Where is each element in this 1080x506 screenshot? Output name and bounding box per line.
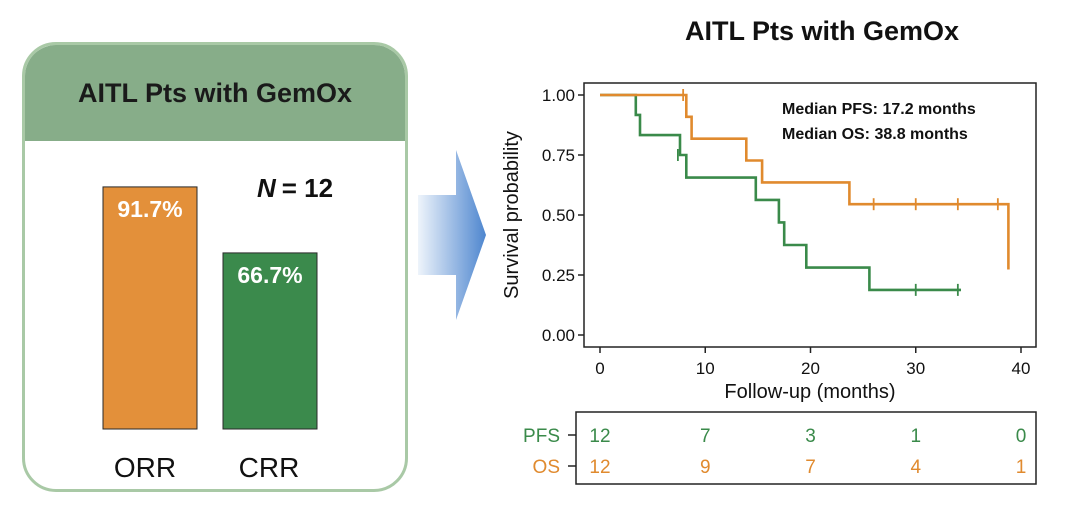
x-tick-label: 0 — [595, 359, 604, 378]
risk-count: 1 — [910, 426, 921, 447]
survival-curves — [600, 89, 1010, 296]
y-axis: 0.00 0.25 0.50 0.75 1.00 — [542, 86, 584, 345]
risk-table-frame — [575, 411, 1037, 485]
category-label-crr: CRR — [239, 452, 300, 483]
risk-row-label-pfs: PFS — [523, 426, 560, 447]
risk-count: 7 — [805, 457, 816, 478]
y-tick-label: 0.75 — [542, 146, 575, 165]
curve-pfs — [600, 93, 961, 292]
x-tick-label: 40 — [1012, 359, 1031, 378]
median-pfs-label: Median PFS: 17.2 months — [782, 101, 976, 118]
risk-table: PFS 12 7 3 1 0 OS 12 9 7 4 1 — [523, 426, 1026, 478]
risk-row-label-os: OS — [533, 457, 560, 478]
x-axis-label: Follow-up (months) — [724, 381, 895, 403]
y-tick-label: 0.50 — [542, 206, 575, 225]
category-label-orr: ORR — [114, 452, 176, 483]
x-tick-label: 30 — [906, 359, 925, 378]
risk-count: 12 — [589, 457, 610, 478]
bar-orr — [102, 186, 198, 430]
y-tick-label: 0.25 — [542, 266, 575, 285]
arrow-icon — [418, 150, 486, 320]
n-annotation: N = 12 — [257, 173, 333, 203]
bar-value-label-crr: 66.7% — [237, 262, 302, 288]
plot-frame — [583, 82, 1037, 348]
panel-title: AITL Pts with GemOx — [25, 45, 405, 141]
bar-value-label-orr: 91.7% — [117, 196, 182, 222]
risk-count: 4 — [910, 457, 921, 478]
risk-count: 1 — [1016, 457, 1027, 478]
y-axis-label: Survival probability — [501, 131, 523, 299]
bar-crr — [222, 252, 318, 430]
response-bar-chart: 91.7% 66.7% ORR CRR N = 12 — [102, 173, 333, 483]
risk-count: 9 — [700, 457, 711, 478]
y-tick-label: 1.00 — [542, 86, 575, 105]
risk-count: 12 — [589, 426, 610, 447]
risk-count: 0 — [1016, 426, 1027, 447]
y-tick-label: 0.00 — [542, 326, 575, 345]
response-rate-panel: AITL Pts with GemOx 91.7% 66.7% ORR CRR … — [22, 42, 408, 492]
median-os-label: Median OS: 38.8 months — [782, 126, 968, 143]
curve-os — [600, 93, 1010, 270]
risk-count: 3 — [805, 426, 816, 447]
x-axis: 0 10 20 30 40 — [595, 347, 1030, 378]
x-tick-label: 20 — [801, 359, 820, 378]
risk-count: 7 — [700, 426, 711, 447]
x-tick-label: 10 — [696, 359, 715, 378]
km-title: AITL Pts with GemOx — [685, 16, 959, 46]
